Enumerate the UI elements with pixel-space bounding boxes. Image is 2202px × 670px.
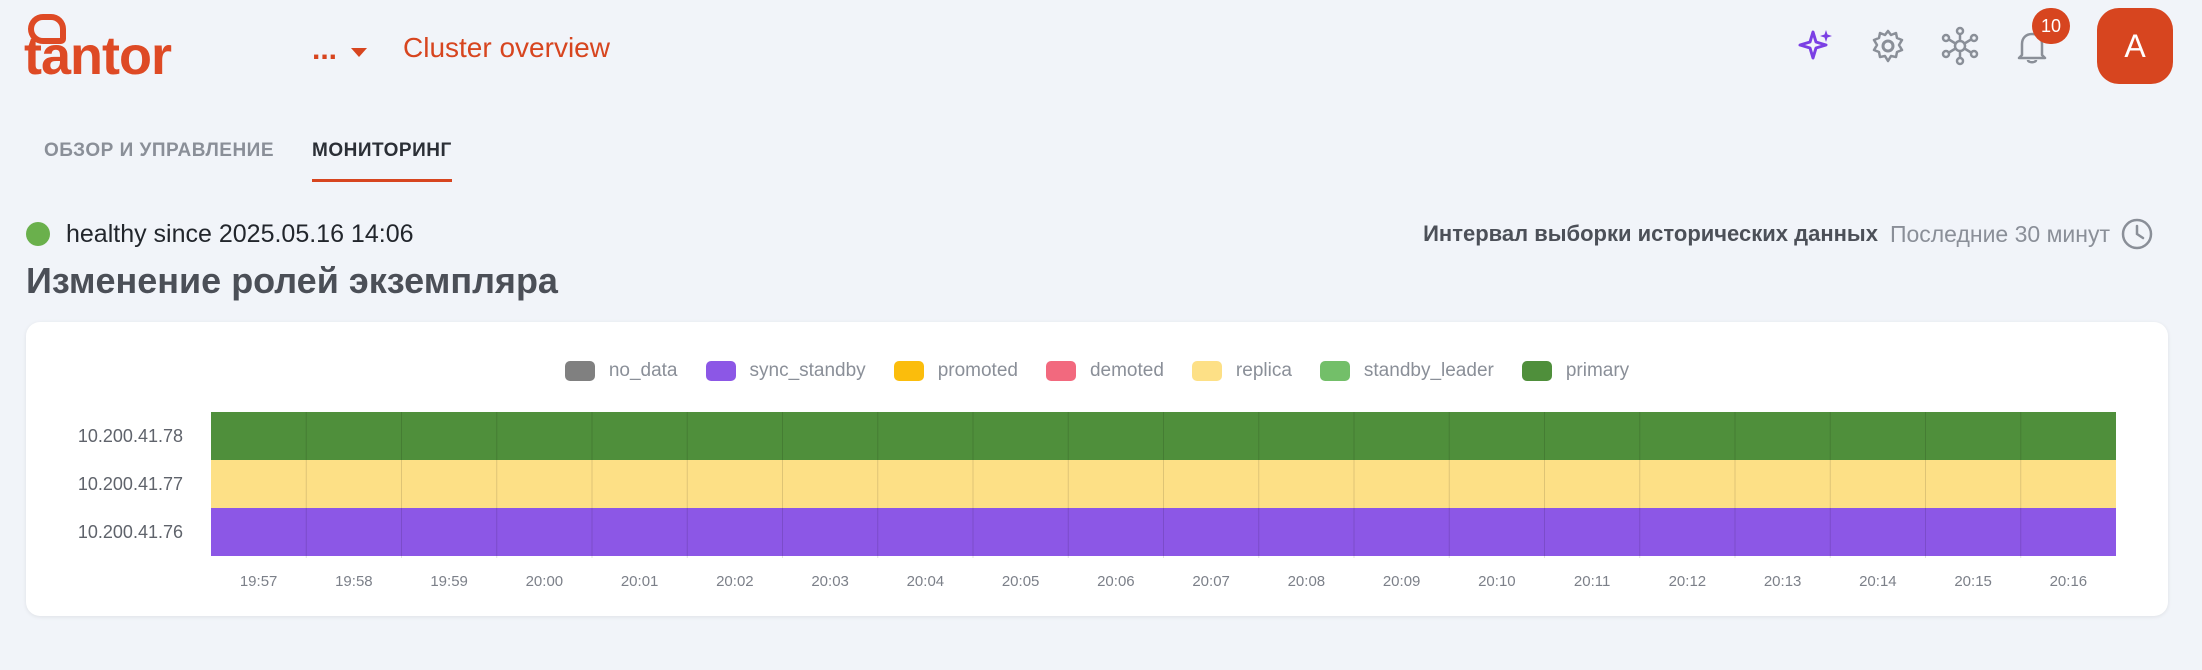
x-tick-label: 20:09 <box>1383 573 1421 590</box>
notifications-badge: 10 <box>2032 8 2070 44</box>
section-title: Изменение ролей экземпляра <box>26 260 558 301</box>
cluster-select-label: ... <box>312 33 338 66</box>
tantor-logo[interactable]: tantor <box>24 12 184 86</box>
role-band-10.200.41.77[interactable] <box>211 460 2116 508</box>
legend-swatch <box>1045 361 1076 381</box>
status-text: healthy since 2025.05.16 14:06 <box>66 219 414 248</box>
x-tick-label: 20:16 <box>2050 573 2088 590</box>
interval-value[interactable]: Последние 30 минут <box>1889 220 2110 247</box>
x-tick-label: 20:15 <box>1954 573 1992 590</box>
legend-label: no_data <box>608 360 678 381</box>
tab-monitoring[interactable]: МОНИТОРИНГ <box>312 140 452 182</box>
gear-icon[interactable] <box>1868 26 1908 66</box>
role-band-10.200.41.78[interactable] <box>211 412 2116 460</box>
y-tick-label: 10.200.41.78 <box>78 426 183 446</box>
legend-item-promoted[interactable]: promoted <box>893 360 1018 382</box>
y-tick-label: 10.200.41.77 <box>78 474 183 494</box>
legend-item-primary[interactable]: primary <box>1521 360 1630 382</box>
x-tick-label: 20:12 <box>1669 573 1707 590</box>
legend-label: sync_standby <box>749 360 866 381</box>
legend-swatch <box>564 361 595 381</box>
legend-label: standby_leader <box>1363 360 1494 381</box>
clock-icon[interactable] <box>2120 217 2154 251</box>
legend-item-demoted[interactable]: demoted <box>1045 360 1164 382</box>
role-changes-chart: 10.200.41.78 10.200.41.77 10.200.41.76 19:5… <box>78 412 2116 590</box>
interval-label: Интервал выборки исторических данных <box>1423 221 1878 246</box>
user-avatar[interactable]: A <box>2097 8 2173 84</box>
logo-mark <box>28 14 66 44</box>
role-band-10.200.41.76[interactable] <box>211 508 2116 556</box>
x-tick-label: 19:57 <box>240 573 278 590</box>
page-title: Cluster overview <box>403 32 610 63</box>
network-icon[interactable] <box>1940 26 1980 66</box>
legend-swatch <box>1319 361 1350 381</box>
legend-swatch <box>1191 361 1222 381</box>
legend-swatch <box>1521 361 1552 381</box>
x-tick-label: 20:00 <box>526 573 564 590</box>
legend-swatch <box>893 361 924 381</box>
legend-item-sync_standby[interactable]: sync_standby <box>705 360 866 382</box>
x-tick-label: 20:11 <box>1574 573 1610 590</box>
interval-selector: Интервал выборки исторических данных Пос… <box>1423 216 2154 252</box>
y-tick-label: 10.200.41.76 <box>78 522 183 542</box>
x-tick-label: 20:01 <box>621 573 659 590</box>
x-tick-label: 20:06 <box>1097 573 1135 590</box>
x-tick-label: 20:04 <box>907 573 945 590</box>
x-tick-label: 20:13 <box>1764 573 1802 590</box>
legend-label: replica <box>1235 360 1292 381</box>
x-tick-label: 20:03 <box>811 573 849 590</box>
legend-item-no_data[interactable]: no_data <box>564 360 678 382</box>
role-changes-chart-card: no_data sync_standby promoted demoted replic… <box>26 322 2168 616</box>
chevron-down-icon <box>351 47 368 57</box>
top-header: tantor ... Cluster overview <box>0 0 2202 96</box>
legend-label: promoted <box>937 360 1018 381</box>
x-tick-label: 20:10 <box>1478 573 1516 590</box>
tab-bar: ОБЗОР И УПРАВЛЕНИЕ МОНИТОРИНГ <box>44 140 452 182</box>
x-tick-label: 19:58 <box>335 573 373 590</box>
legend-swatch <box>705 361 736 381</box>
cluster-status: healthy since 2025.05.16 14:06 <box>26 218 414 250</box>
legend-label: demoted <box>1089 360 1164 381</box>
sparkle-icon[interactable] <box>1796 26 1836 66</box>
x-tick-label: 20:14 <box>1859 573 1897 590</box>
cluster-select-dropdown[interactable]: ... <box>312 30 368 70</box>
legend-item-replica[interactable]: replica <box>1191 360 1292 382</box>
logo-text: tantor <box>24 26 172 86</box>
x-tick-label: 20:08 <box>1288 573 1326 590</box>
x-tick-label: 20:05 <box>1002 573 1040 590</box>
x-tick-label: 20:07 <box>1192 573 1230 590</box>
status-indicator-icon <box>26 222 50 246</box>
legend-item-standby_leader[interactable]: standby_leader <box>1319 360 1494 382</box>
x-tick-label: 20:02 <box>716 573 754 590</box>
x-tick-label: 19:59 <box>430 573 468 590</box>
chart-legend: no_data sync_standby promoted demoted replic… <box>26 360 2168 382</box>
legend-label: primary <box>1565 360 1630 381</box>
tab-overview[interactable]: ОБЗОР И УПРАВЛЕНИЕ <box>44 140 275 161</box>
